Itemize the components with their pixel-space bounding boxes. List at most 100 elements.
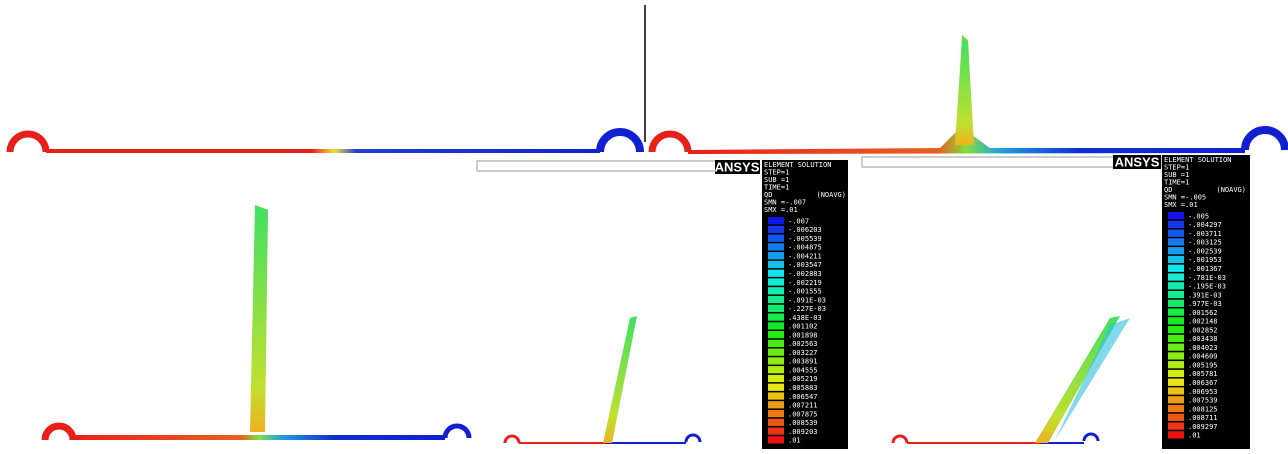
legend-level: -.003125: [1188, 239, 1222, 247]
legend-header: SUB =1: [764, 176, 789, 184]
legend-level: .01: [788, 437, 801, 445]
legend-header: SUB =1: [1164, 171, 1189, 179]
legend-level: -.001367: [1188, 265, 1222, 273]
legend-swatch: [768, 295, 784, 304]
legend-level: -.003547: [788, 261, 822, 269]
legend-header: STEP=1: [764, 169, 789, 177]
legend-swatch: [1168, 220, 1184, 229]
legend-header: ELEMENT SOLUTION: [764, 161, 831, 169]
legend-swatch: [1168, 326, 1184, 334]
legend-level: .004555: [788, 366, 818, 374]
legend-swatch: [1168, 238, 1184, 246]
legend-level: .004609: [1188, 353, 1218, 361]
legend-level: -.195E-03: [1188, 283, 1226, 291]
legend-swatch: [1168, 299, 1184, 307]
legend-level: .009203: [788, 428, 818, 436]
logo: ANSYS: [1115, 154, 1160, 169]
legend-swatch: [1168, 413, 1184, 421]
legend-level: .001562: [1188, 309, 1218, 317]
legend-swatch: [768, 217, 784, 225]
legend-swatch: [768, 418, 784, 426]
legend-quantity: QD: [764, 191, 772, 199]
legend-averaging: (NOAVG): [1216, 186, 1246, 194]
legend-level: -.001555: [788, 288, 822, 296]
legend-level: .003438: [1188, 335, 1218, 343]
legend-min: SMN =-.005: [1164, 194, 1206, 202]
legend-swatch: [1168, 255, 1184, 264]
legend-level: .007875: [788, 410, 818, 418]
legend-quantity: QD: [1164, 186, 1172, 194]
panel-bottom-left: [41, 205, 472, 441]
legend-swatch: [768, 427, 784, 435]
legend-level: .006953: [1188, 388, 1218, 396]
legend-swatch: [768, 331, 784, 339]
legend-max: SMX =.01: [764, 206, 798, 214]
legend-level: -.227E-03: [788, 305, 826, 313]
legend-level: -.002539: [1188, 247, 1222, 255]
panel-top-right: [648, 35, 1288, 154]
legend-level: -.004211: [788, 252, 822, 260]
legend-swatch: [1168, 308, 1184, 316]
legend-max: SMX =.01: [1164, 201, 1198, 209]
legend-level: .007539: [1188, 397, 1218, 405]
legend-swatch: [768, 269, 784, 277]
legend-swatch: [1168, 378, 1184, 386]
legend-level: -.005: [1188, 212, 1209, 220]
legend-swatch: [1168, 361, 1184, 369]
legend-swatch: [1168, 334, 1184, 343]
legend-swatch: [768, 243, 784, 251]
legend-swatch: [1168, 317, 1184, 325]
legend-level: -.001953: [1188, 256, 1222, 264]
legend-swatch: [768, 436, 784, 444]
legend-level: .002563: [788, 340, 818, 348]
legend-swatch: [1168, 387, 1184, 395]
legend-swatch: [1168, 290, 1184, 299]
legend-swatch: [1168, 396, 1184, 404]
legend-level: -.005539: [788, 235, 822, 243]
legend-swatch: [768, 374, 784, 383]
legend-level: .003227: [788, 349, 818, 357]
legend-level: -.002219: [788, 279, 822, 287]
legend-header: TIME=1: [764, 184, 789, 192]
legend-swatch: [1168, 404, 1184, 413]
legend-level: .008539: [788, 419, 818, 427]
legend-swatch: [768, 304, 784, 312]
legend-swatch: [768, 225, 784, 234]
legend-level: .977E-03: [1188, 300, 1222, 308]
legend-swatch: [768, 313, 784, 321]
legend-level: .002148: [1188, 318, 1218, 326]
legend-swatch: [1168, 229, 1184, 237]
legend-swatch: [768, 409, 784, 418]
legend-level: .002852: [1188, 326, 1218, 334]
legend-swatch: [768, 252, 784, 260]
legend-swatch: [1168, 369, 1184, 378]
legend-level: .006367: [1188, 379, 1218, 387]
legend-swatch: [768, 366, 784, 374]
legend-level: .01: [1188, 432, 1201, 440]
legend-level: .009297: [1188, 423, 1218, 431]
legend-swatch: [768, 278, 784, 286]
legend-averaging: (NOAVG): [816, 191, 846, 199]
panel-top-left: [6, 5, 646, 153]
legend-swatch: [768, 392, 784, 400]
legend-level: -.003711: [1188, 230, 1222, 238]
legend-level: .003891: [788, 358, 818, 366]
legend-level: -.007: [788, 217, 809, 225]
legend-swatch: [1168, 352, 1184, 360]
legend-level: .006547: [788, 393, 818, 401]
legend-header: STEP=1: [1164, 164, 1189, 172]
legend-swatch: [1168, 212, 1184, 220]
legend-swatch: [1168, 247, 1184, 255]
legend-swatch: [1168, 422, 1184, 430]
legend-level: .008711: [1188, 414, 1218, 422]
legend-level: -.004297: [1188, 221, 1222, 229]
legend-swatch: [1168, 431, 1184, 439]
logo: ANSYS: [715, 159, 760, 174]
legend-level: .001898: [788, 331, 818, 339]
legend-level: .391E-03: [1188, 291, 1222, 299]
legend-swatch: [768, 339, 784, 348]
